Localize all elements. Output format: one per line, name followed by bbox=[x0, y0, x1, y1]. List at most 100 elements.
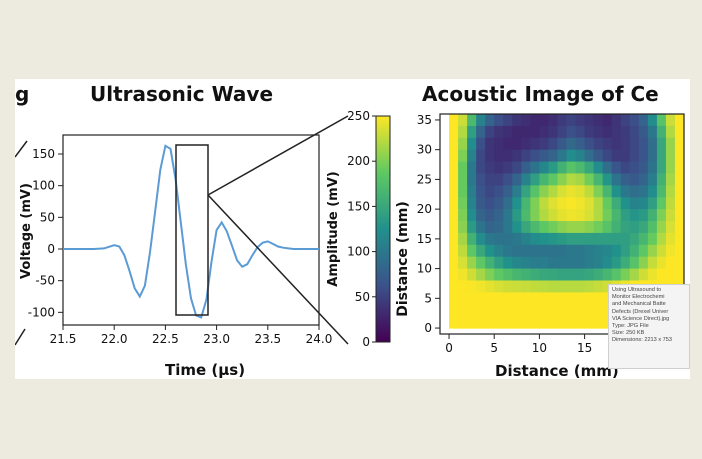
heatmap-cell bbox=[458, 292, 468, 305]
heatmap-cell bbox=[530, 185, 541, 198]
heatmap-cell bbox=[656, 256, 667, 270]
heatmap-cell bbox=[647, 268, 658, 282]
heatmap-cell bbox=[521, 244, 531, 258]
heatmap-cell bbox=[575, 173, 586, 186]
heatmap-cell bbox=[449, 280, 459, 293]
heatmap-cell bbox=[449, 137, 459, 151]
heatmap-cell bbox=[629, 256, 640, 270]
heatmap-cell bbox=[548, 292, 559, 305]
heatmap-y-tick-label: 35 bbox=[417, 113, 432, 127]
heatmap-cell bbox=[584, 221, 595, 234]
heatmap-cell bbox=[521, 316, 531, 329]
heatmap-cell bbox=[476, 185, 486, 198]
heatmap-cell bbox=[665, 256, 676, 270]
heatmap-cell bbox=[566, 209, 577, 222]
heatmap-cell bbox=[602, 197, 613, 210]
waveform-title: Ultrasonic Wave bbox=[90, 82, 273, 106]
heatmap-cell bbox=[530, 114, 541, 127]
heatmap-cell bbox=[458, 125, 468, 139]
heatmap-cell bbox=[593, 304, 604, 317]
heatmap-cell bbox=[566, 316, 577, 329]
heatmap-cell bbox=[656, 149, 667, 163]
heatmap-cell bbox=[620, 256, 631, 270]
heatmap-cell bbox=[575, 221, 586, 234]
heatmap-cell bbox=[611, 125, 622, 139]
heatmap-cell bbox=[575, 244, 586, 258]
heatmap-cell bbox=[629, 221, 640, 234]
heatmap-cell bbox=[467, 232, 477, 246]
figure: g Ultrasonic Wave Acoustic Image of Ce 2… bbox=[15, 79, 690, 379]
heatmap-cell bbox=[494, 149, 504, 163]
heatmap-cell bbox=[530, 232, 541, 246]
waveform-y-tick-label: 100 bbox=[32, 179, 55, 193]
heatmap-cell bbox=[557, 280, 568, 293]
heatmap-cell bbox=[593, 256, 604, 270]
heatmap-cell bbox=[494, 221, 504, 234]
heatmap-cell bbox=[512, 292, 522, 305]
heatmap-cell bbox=[602, 185, 613, 198]
heatmap-cell bbox=[485, 292, 495, 305]
heatmap-cell bbox=[647, 244, 658, 258]
heatmap-cell bbox=[458, 161, 468, 175]
heatmap-cell bbox=[521, 173, 531, 186]
heatmap-cell bbox=[476, 292, 486, 305]
heatmap-cell bbox=[638, 244, 649, 258]
heatmap-cell bbox=[575, 185, 586, 198]
heatmap-cell bbox=[467, 137, 477, 151]
heatmap-cell bbox=[539, 244, 550, 258]
heatmap-cell bbox=[593, 280, 604, 293]
heatmap-cell bbox=[548, 244, 559, 258]
heatmap-cell bbox=[602, 316, 613, 329]
heatmap-cell bbox=[494, 280, 504, 293]
heatmap-cell bbox=[521, 125, 531, 139]
heatmap-cell bbox=[638, 268, 649, 282]
heatmap-cell bbox=[530, 292, 541, 305]
heatmap-cell bbox=[611, 209, 622, 222]
heatmap-cell bbox=[665, 197, 676, 210]
heatmap-cell bbox=[476, 244, 486, 258]
heatmap-cell bbox=[539, 114, 550, 127]
heatmap-cell bbox=[512, 125, 522, 139]
heatmap-cell bbox=[503, 161, 513, 175]
heatmap-cell bbox=[530, 209, 541, 222]
heatmap-cell bbox=[665, 161, 676, 175]
heatmap-cell bbox=[467, 149, 477, 163]
heatmap-cell bbox=[584, 114, 595, 127]
heatmap-cell bbox=[494, 197, 504, 210]
heatmap-cell bbox=[476, 197, 486, 210]
waveform-series-line bbox=[63, 144, 319, 319]
heatmap-cell bbox=[548, 280, 559, 293]
heatmap-cell bbox=[602, 244, 613, 258]
heatmap-cell bbox=[566, 268, 577, 282]
heatmap-cell bbox=[449, 292, 459, 305]
heatmap-cell bbox=[584, 280, 595, 293]
heatmap-cell bbox=[602, 149, 613, 163]
heatmap-cell bbox=[638, 209, 649, 222]
heatmap-cell bbox=[629, 197, 640, 210]
zoom-region-box bbox=[175, 144, 209, 316]
heatmap-cell bbox=[629, 125, 640, 139]
heatmap-cell bbox=[458, 244, 468, 258]
heatmap-cell bbox=[665, 209, 676, 222]
heatmap-x-axis-label: Distance (mm) bbox=[495, 362, 619, 379]
heatmap-cell bbox=[593, 125, 604, 139]
heatmap-cell bbox=[566, 244, 577, 258]
heatmap-cell bbox=[512, 161, 522, 175]
heatmap-cell bbox=[449, 304, 459, 317]
heatmap-cell bbox=[674, 137, 685, 151]
heatmap-cell bbox=[539, 149, 550, 163]
heatmap-cell bbox=[512, 149, 522, 163]
waveform-y-tick-label: -100 bbox=[28, 305, 55, 319]
heatmap-cell bbox=[530, 161, 541, 175]
heatmap-cell bbox=[476, 280, 486, 293]
heatmap-cell bbox=[458, 316, 468, 329]
heatmap-cell bbox=[476, 114, 486, 127]
heatmap-cell bbox=[539, 316, 550, 329]
left-panel-partial-title: g bbox=[15, 82, 29, 106]
heatmap-cell bbox=[584, 268, 595, 282]
heatmap-cell bbox=[602, 221, 613, 234]
heatmap-cell bbox=[449, 244, 459, 258]
heatmap-cell bbox=[503, 221, 513, 234]
heatmap-cell bbox=[656, 244, 667, 258]
heatmap-cell bbox=[638, 232, 649, 246]
